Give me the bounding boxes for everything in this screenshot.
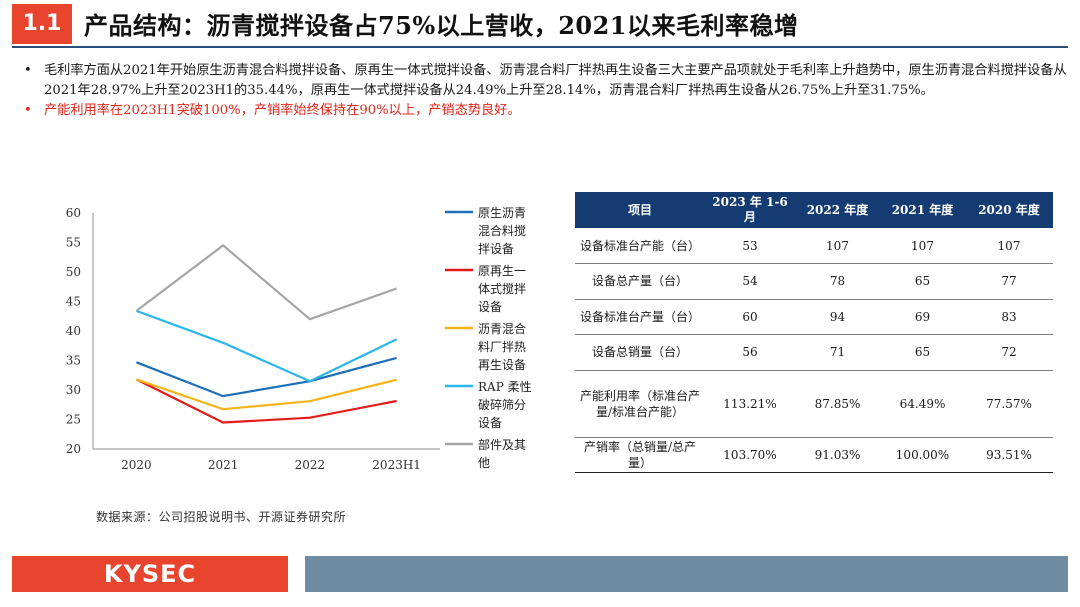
table-cell: 72 [965, 334, 1053, 371]
legend-label: 他 [478, 456, 490, 470]
table-row: 设备标准台产能（台） 53 107 107 107 [575, 228, 1053, 264]
series-line [136, 378, 397, 411]
legend-label: 设备 [478, 416, 502, 430]
legend-label: RAP 柔性 [478, 380, 532, 394]
y-tick-label: 50 [66, 265, 81, 279]
table-cell: 69 [880, 299, 965, 335]
legend-label: 再生设备 [478, 358, 526, 372]
table-cell: 107 [795, 228, 880, 264]
bullet-list: • 毛利率方面从2021年开始原生沥青混合料搅拌设备、原再生一体式搅拌设备、沥青… [22, 61, 1067, 121]
row-label: 设备标准台产能（台） [575, 228, 705, 264]
y-tick-label: 30 [66, 383, 81, 397]
table-cell: 87.85% [795, 370, 880, 438]
bullet-dot-icon: • [24, 103, 32, 118]
table-cell: 103.70% [705, 437, 795, 473]
table-cell: 78 [795, 263, 880, 300]
table-cell: 77 [965, 263, 1053, 300]
series-line [135, 244, 397, 321]
legend-label: 破碎筛分 [478, 397, 526, 412]
table-cell: 83 [965, 299, 1053, 335]
table-cell: 53 [705, 228, 795, 264]
row-label: 产能利用率（标准台产量/标准台产能） [575, 370, 705, 438]
series-line [136, 309, 398, 383]
data-source-note: 数据来源：公司招股说明书、开源证券研究所 [96, 510, 347, 524]
table-cell: 100.00% [880, 437, 965, 473]
row-label: 设备总销量（台） [575, 334, 705, 371]
gross-margin-line-chart: 20 25 30 35 40 45 50 55 60 2020 2021 2022 2023H1 原生沥青… [60, 200, 540, 480]
legend-label: 部件及其 [478, 437, 526, 452]
page-header: 1.1 产品结构：沥青搅拌设备占75%以上营收，2021以来毛利率稳增 [0, 0, 1080, 48]
y-tick-label: 55 [66, 236, 81, 250]
table-row: 设备总销量（台） 56 71 65 72 [575, 334, 1053, 371]
table-cell: 71 [795, 334, 880, 371]
table-header-cell: 2023 年 1-6月 [705, 192, 795, 228]
table-cell: 65 [880, 263, 965, 300]
y-tick-label: 20 [66, 442, 81, 456]
table-header-cell: 2020 年度 [965, 192, 1053, 228]
legend-label: 原再生一 [478, 264, 526, 278]
row-label: 设备标准台产量（台） [575, 299, 705, 335]
bullet-text: 毛利率方面从2021年开始原生沥青混合料搅拌设备、原再生一体式搅拌设备、沥青混合… [44, 63, 1067, 98]
table-cell: 113.21% [705, 370, 795, 438]
table-row: 设备总产量（台） 54 78 65 77 [575, 263, 1053, 300]
section-number: 1.1 [12, 4, 72, 44]
table-cell: 65 [880, 334, 965, 371]
y-tick-label: 60 [66, 206, 81, 220]
legend-label: 原生沥青 [478, 206, 526, 220]
series-line [136, 356, 397, 398]
x-tick-label: 2021 [208, 458, 239, 472]
table-cell: 93.51% [965, 437, 1053, 473]
table-cell: 54 [705, 263, 795, 300]
legend-label: 设备 [478, 300, 502, 314]
row-label: 产销率（总销量/总产量） [575, 437, 705, 473]
y-tick-label: 25 [66, 413, 81, 427]
table-cell: 60 [705, 299, 795, 335]
x-tick-label: 2023H1 [372, 458, 421, 472]
legend-label: 料厂拌热 [478, 339, 526, 354]
header-divider [12, 46, 1068, 48]
bullet-item-highlight: • 产能利用率在2023H1突破100%，产销率始终保持在90%以上，产销态势良… [22, 101, 1067, 121]
table-cell: 107 [965, 228, 1053, 264]
bullet-item: • 毛利率方面从2021年开始原生沥青混合料搅拌设备、原再生一体式搅拌设备、沥青… [22, 61, 1067, 101]
table-cell: 77.57% [965, 370, 1053, 438]
table-cell: 94 [795, 299, 880, 335]
legend-label: 沥青混合 [478, 321, 526, 336]
x-tick-label: 2022 [295, 458, 326, 472]
page-title: 产品结构：沥青搅拌设备占75%以上营收，2021以来毛利率稳增 [84, 11, 799, 40]
bullet-dot-icon: • [24, 63, 32, 78]
table-row: 产能利用率（标准台产量/标准台产能） 113.21% 87.85% 64.49%… [575, 370, 1053, 438]
kysec-logo: KYSEC [12, 556, 288, 592]
bullet-text: 产能利用率在2023H1突破100%，产销率始终保持在90%以上，产销态势良好。 [44, 103, 521, 118]
table-row: 设备标准台产量（台） 60 94 69 83 [575, 299, 1053, 335]
table-cell: 56 [705, 334, 795, 371]
y-tick-label: 45 [66, 295, 81, 309]
table-header-cell: 项目 [575, 192, 705, 228]
y-tick-label: 40 [66, 324, 81, 338]
table-cell: 91.03% [795, 437, 880, 473]
table-cell: 107 [880, 228, 965, 264]
x-tick-label: 2020 [121, 458, 152, 472]
table-header-cell: 2022 年度 [795, 192, 880, 228]
footer-bar [305, 556, 1068, 592]
table-header-cell: 2021 年度 [880, 192, 965, 228]
series-line [135, 378, 397, 424]
table-header-row: 项目 2023 年 1-6月 2022 年度 2021 年度 2020 年度 [575, 192, 1053, 228]
row-label: 设备总产量（台） [575, 263, 705, 300]
chart-svg: 20 25 30 35 40 45 50 55 60 2020 2021 2022 2023H1 原生沥青… [66, 206, 532, 472]
y-tick-label: 35 [66, 354, 81, 368]
table-cell: 64.49% [880, 370, 965, 438]
table-row: 产销率（总销量/总产量） 103.70% 91.03% 100.00% 93.5… [575, 437, 1053, 473]
legend-label: 体式搅拌 [478, 281, 526, 296]
legend-label: 混合料搅 [478, 223, 526, 238]
legend-label: 拌设备 [478, 241, 514, 256]
capacity-table: 项目 2023 年 1-6月 2022 年度 2021 年度 2020 年度 设… [575, 192, 1053, 473]
